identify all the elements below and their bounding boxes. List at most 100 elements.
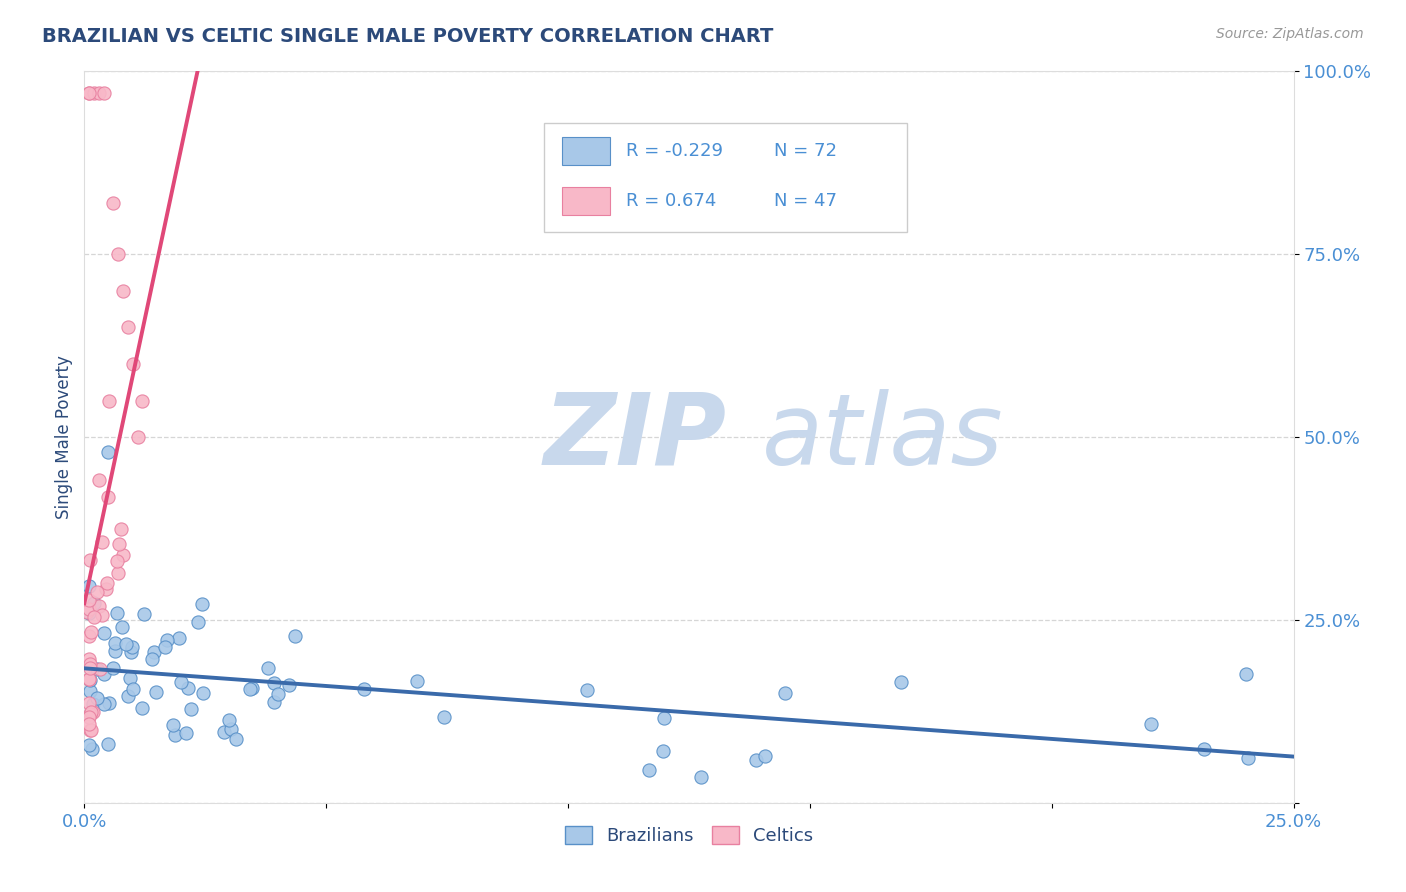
Point	[77, 606, 100, 620]
Point	[110, 522, 132, 536]
Point	[77, 672, 100, 686]
Point	[77, 579, 100, 593]
Point	[107, 247, 129, 261]
Legend: Brazilians, Celtics: Brazilians, Celtics	[557, 819, 821, 852]
Point	[77, 738, 100, 752]
Point	[76, 606, 98, 620]
Point	[145, 685, 167, 699]
Point	[97, 491, 120, 505]
Point	[79, 723, 101, 737]
Point	[93, 87, 115, 101]
Point	[96, 576, 118, 591]
Point	[91, 608, 114, 623]
Point	[225, 732, 247, 747]
Point	[240, 681, 263, 695]
Text: N = 47: N = 47	[773, 192, 837, 210]
Point	[103, 644, 125, 658]
Point	[80, 723, 103, 737]
Point	[267, 687, 290, 701]
Point	[638, 763, 661, 777]
Point	[153, 640, 176, 655]
Point	[93, 667, 115, 681]
Point	[79, 553, 101, 567]
Point	[105, 607, 128, 621]
Point	[131, 700, 153, 714]
Point	[132, 607, 155, 622]
Text: N = 72: N = 72	[773, 142, 837, 160]
Point	[77, 652, 100, 666]
Point	[141, 652, 163, 666]
Point	[163, 728, 186, 742]
Point	[94, 582, 117, 597]
Point	[111, 619, 134, 633]
Point	[80, 742, 103, 756]
Point	[180, 702, 202, 716]
Point	[890, 675, 912, 690]
Point	[89, 662, 111, 676]
Point	[263, 695, 285, 709]
Point	[97, 696, 120, 710]
Point	[112, 549, 135, 563]
Point	[406, 673, 429, 688]
Point	[77, 592, 100, 607]
Point	[120, 671, 142, 685]
Point	[193, 685, 215, 699]
Point	[652, 711, 675, 725]
Point	[97, 737, 120, 751]
Point	[107, 566, 129, 581]
Point	[80, 705, 103, 719]
Point	[121, 357, 143, 371]
Point	[156, 633, 179, 648]
Point	[263, 675, 285, 690]
Point	[775, 686, 797, 700]
Point	[77, 87, 100, 101]
Point	[83, 609, 105, 624]
Point	[187, 615, 209, 629]
Point	[108, 537, 131, 551]
Point	[1140, 717, 1163, 731]
Point	[77, 696, 100, 710]
Point	[167, 631, 190, 645]
Point	[689, 770, 711, 784]
Point	[162, 718, 184, 732]
Point	[77, 602, 100, 616]
Point	[86, 585, 108, 599]
Point	[1234, 667, 1257, 681]
Point	[1237, 751, 1260, 765]
Text: R = -0.229: R = -0.229	[626, 142, 723, 160]
Point	[576, 682, 599, 697]
Point	[79, 661, 101, 675]
Point	[90, 534, 112, 549]
Point	[112, 284, 135, 298]
Point	[87, 87, 110, 101]
Point	[86, 691, 108, 706]
Point	[97, 444, 120, 458]
Point	[77, 710, 100, 724]
Point	[353, 681, 375, 696]
Point	[79, 673, 101, 687]
Text: atlas: atlas	[762, 389, 1002, 485]
Point	[120, 645, 142, 659]
Y-axis label: Single Male Poverty: Single Male Poverty	[55, 355, 73, 519]
Point	[80, 625, 103, 640]
Point	[218, 713, 240, 727]
Point	[93, 697, 115, 711]
Point	[652, 744, 675, 758]
Point	[79, 684, 101, 698]
FancyBboxPatch shape	[544, 122, 907, 232]
Point	[83, 87, 105, 101]
Point	[278, 678, 301, 692]
Text: R = 0.674: R = 0.674	[626, 192, 717, 210]
Point	[87, 599, 110, 614]
Point	[105, 553, 128, 567]
Point	[89, 473, 111, 487]
Point	[174, 726, 197, 740]
Point	[239, 682, 262, 697]
Point	[745, 753, 768, 767]
Point	[284, 629, 307, 643]
Point	[219, 722, 242, 736]
Point	[212, 724, 235, 739]
Point	[257, 661, 280, 675]
Point	[127, 430, 149, 444]
Point	[83, 596, 105, 610]
